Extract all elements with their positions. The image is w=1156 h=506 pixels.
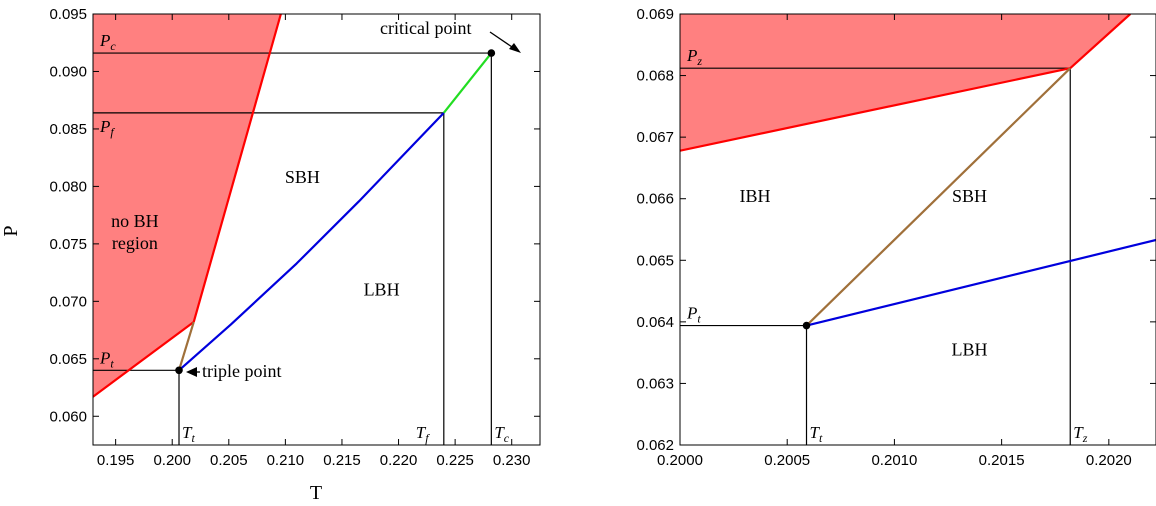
x-tick-label: 0.230 <box>493 452 531 469</box>
left-x-ticks: 0.195 0.200 0.205 0.210 0.215 0.220 0.225 0.230 <box>97 14 531 469</box>
guide-label-pt: Pt <box>686 304 701 326</box>
triple-point-label: triple point <box>202 361 282 381</box>
point-marker-0 <box>802 321 811 330</box>
y-tick-label: 0.075 <box>49 236 87 253</box>
left-region-labels: no BH region SBH LBH <box>111 167 399 300</box>
y-tick-label: 0.066 <box>636 191 674 208</box>
critical-point-arrow-shaft <box>489 31 516 50</box>
series-line-2 <box>805 67 1071 327</box>
right-plot-frame <box>679 13 1156 446</box>
right-x-ticks: 0.2000 0.2005 0.2010 0.2015 0.2020 <box>657 14 1132 469</box>
y-tick-label: 0.080 <box>49 178 87 195</box>
left-coexistence-curves <box>93 14 493 398</box>
y-tick-label: 0.065 <box>49 351 87 368</box>
series-line-4 <box>442 52 493 114</box>
x-tick-label: 0.2020 <box>1086 452 1132 469</box>
left-plot-frame <box>92 13 541 446</box>
region-label-lbh: LBH <box>951 340 987 360</box>
region-label-sbh: SBH <box>285 167 320 187</box>
triple-point-arrow-head <box>186 367 197 377</box>
series-line-0 <box>680 67 1071 152</box>
y-axis-title: P <box>0 225 22 236</box>
y-tick-label: 0.085 <box>49 121 87 138</box>
region-label-ibh: IBH <box>740 186 771 206</box>
y-tick-label: 0.062 <box>636 437 674 454</box>
right-y-ticks: 0.062 0.063 0.064 0.065 0.066 0.067 0.068 0.069 <box>636 6 1156 454</box>
region-label-sbh: SBH <box>952 186 987 206</box>
point-marker-1 <box>175 366 183 375</box>
y-tick-label: 0.070 <box>49 293 87 310</box>
plot-frame <box>679 13 1156 446</box>
x-tick-label: 0.2000 <box>657 452 703 469</box>
no-bh-region-fill <box>93 14 281 397</box>
point-marker-0 <box>487 49 496 57</box>
series-line-3 <box>806 238 1156 327</box>
x-tick-label: 0.210 <box>267 452 305 469</box>
x-tick-label: 0.195 <box>97 452 135 469</box>
x-tick-label: 0.220 <box>380 452 418 469</box>
right-region-labels: IBH SBH LBH <box>740 186 988 360</box>
series-line-0 <box>93 321 195 398</box>
critical-point-label: critical point <box>380 18 471 38</box>
y-tick-label: 0.090 <box>49 63 87 80</box>
left-y-ticks: 0.060 0.065 0.070 0.075 0.080 0.085 0.090 0.095 <box>49 6 540 425</box>
no-bh-region-polygon <box>93 14 281 397</box>
x-tick-label: 0.225 <box>436 452 474 469</box>
critical-point-arrow-head <box>509 43 521 53</box>
right-no-bh-region-fill <box>680 14 1131 151</box>
series-line-3 <box>178 112 445 372</box>
no-bh-region-polygon <box>680 14 1131 151</box>
y-tick-label: 0.095 <box>49 6 87 23</box>
y-tick-label: 0.067 <box>636 129 674 146</box>
x-tick-label: 0.215 <box>323 452 361 469</box>
region-label-no-bh: no BH region <box>111 211 159 253</box>
x-tick-label: 0.2015 <box>979 452 1025 469</box>
guide-label-tf: Tf <box>416 423 430 445</box>
guide-label-tc: Tc <box>494 423 509 445</box>
series-line-1 <box>192 14 282 323</box>
y-tick-label: 0.068 <box>636 68 674 85</box>
left-special-points <box>175 49 496 375</box>
guide-label-tt: Tt <box>810 423 823 445</box>
plot-frame <box>92 13 541 446</box>
series-line-1 <box>1069 14 1132 69</box>
guide-label-tz: Tz <box>1073 423 1087 445</box>
guide-label-tt: Tt <box>182 423 195 445</box>
right-coexistence-curves <box>680 14 1156 327</box>
y-tick-label: 0.063 <box>636 375 674 392</box>
y-tick-label: 0.069 <box>636 6 674 23</box>
x-axis-title: T <box>310 482 322 504</box>
x-tick-label: 0.2010 <box>871 452 917 469</box>
y-tick-label: 0.065 <box>636 252 674 269</box>
x-tick-label: 0.200 <box>153 452 191 469</box>
y-tick-label: 0.060 <box>49 408 87 425</box>
right-special-points <box>802 321 811 330</box>
x-tick-label: 0.205 <box>210 452 248 469</box>
series-line-2 <box>177 321 195 371</box>
x-tick-label: 0.2005 <box>764 452 810 469</box>
region-label-lbh: LBH <box>364 280 400 300</box>
y-tick-label: 0.064 <box>636 314 674 331</box>
